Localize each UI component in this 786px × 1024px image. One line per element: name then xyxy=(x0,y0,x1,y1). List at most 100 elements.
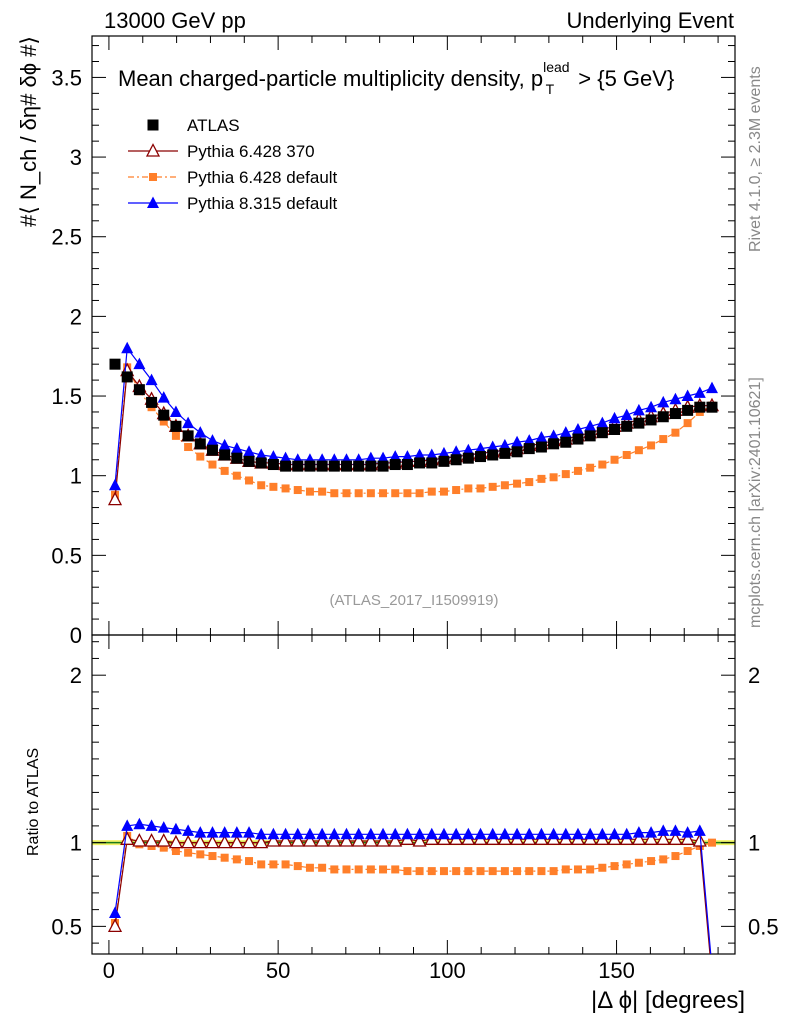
ratio-point xyxy=(133,817,146,830)
data-point xyxy=(340,460,352,472)
ratio-point xyxy=(315,833,330,847)
data-point xyxy=(182,430,194,442)
legend-marker xyxy=(145,143,161,157)
ratio-point xyxy=(377,827,390,840)
data-point xyxy=(133,384,145,396)
ratio-point xyxy=(364,827,377,840)
ratio-point xyxy=(196,850,205,859)
data-point xyxy=(598,460,607,469)
ratio-point xyxy=(218,826,231,838)
ratio-point xyxy=(683,847,692,856)
ratio-point xyxy=(157,821,170,833)
data-point xyxy=(659,435,668,444)
data-point xyxy=(208,460,217,469)
data-point xyxy=(573,466,582,475)
data-point xyxy=(353,460,365,472)
ratio-point xyxy=(255,827,268,840)
ratio-point xyxy=(156,833,171,847)
data-point xyxy=(683,419,692,428)
ratio-point xyxy=(193,834,208,849)
data-point xyxy=(243,445,256,457)
data-point xyxy=(645,414,657,426)
data-point xyxy=(610,455,619,464)
data-point xyxy=(426,457,438,469)
data-point xyxy=(415,489,424,498)
data-point xyxy=(184,443,193,452)
ratio-point xyxy=(109,906,122,918)
x-axis-label: |Δ ϕ| [degrees] xyxy=(591,987,745,1014)
ratio-series-pythia-8-315-default xyxy=(109,817,712,954)
ratio-point xyxy=(693,824,706,836)
y-axis-label: #⟨ N_ch / δη# δϕ #⟩ xyxy=(16,36,41,227)
y-tick-label: 2 xyxy=(70,304,82,329)
data-point xyxy=(438,455,450,467)
legend-entry-label: Pythia 6.428 default xyxy=(187,168,338,187)
data-point xyxy=(389,450,402,462)
ratio-point xyxy=(657,824,670,836)
ratio-point xyxy=(706,970,718,982)
data-point xyxy=(622,450,631,459)
ratio-point xyxy=(450,827,463,840)
data-point xyxy=(196,452,205,461)
ratio-point xyxy=(278,833,293,847)
data-point xyxy=(269,482,278,491)
ratio-point xyxy=(363,833,378,847)
data-point xyxy=(377,460,389,472)
ratio-point xyxy=(427,867,436,876)
data-point xyxy=(316,460,328,472)
data-point xyxy=(354,489,363,498)
data-point xyxy=(255,457,267,469)
ratio-point xyxy=(537,867,546,876)
data-point xyxy=(158,409,170,421)
series-line xyxy=(114,346,713,486)
data-point xyxy=(560,436,572,448)
ratio-plot-frame xyxy=(91,634,736,955)
ratio-point xyxy=(206,826,219,838)
ratio-point xyxy=(254,834,269,849)
ratio-tick-label: 1 xyxy=(70,831,82,856)
data-point xyxy=(255,448,268,460)
data-point xyxy=(620,408,633,421)
data-point xyxy=(401,450,414,462)
ratio-point xyxy=(144,833,159,847)
ratio-point xyxy=(659,855,668,864)
ratio-tick-label-right: 0.5 xyxy=(748,914,779,939)
data-point xyxy=(694,401,706,413)
ratio-point xyxy=(425,827,438,840)
ratio-point xyxy=(159,843,168,852)
legend-marker xyxy=(147,196,159,208)
data-point xyxy=(318,487,327,496)
data-point xyxy=(401,459,413,471)
ratio-point xyxy=(571,827,584,840)
data-point xyxy=(267,459,279,471)
data-point xyxy=(487,449,499,461)
ratio-line xyxy=(114,834,713,924)
ratio-point xyxy=(707,838,716,847)
data-point xyxy=(511,446,523,458)
data-point xyxy=(427,487,436,496)
y-tick-label: 1.5 xyxy=(51,384,82,409)
data-point xyxy=(669,408,681,420)
data-point xyxy=(364,451,377,464)
data-point xyxy=(439,487,448,496)
ratio-point xyxy=(415,867,424,876)
data-point xyxy=(194,438,206,450)
data-point xyxy=(596,427,608,439)
ratio-point xyxy=(647,857,656,866)
data-point xyxy=(377,451,390,464)
data-point xyxy=(498,438,511,451)
data-point xyxy=(146,396,158,408)
ratio-point xyxy=(342,865,351,874)
ratio-point xyxy=(354,865,363,874)
data-point xyxy=(584,419,597,432)
data-point xyxy=(425,448,438,460)
ratio-point xyxy=(257,860,266,869)
data-point xyxy=(523,434,536,446)
ratio-point xyxy=(302,833,318,847)
y-tick-label: 1 xyxy=(70,464,82,489)
data-point xyxy=(645,400,658,413)
data-point xyxy=(681,389,694,402)
data-point xyxy=(267,450,280,462)
data-point xyxy=(257,481,266,490)
